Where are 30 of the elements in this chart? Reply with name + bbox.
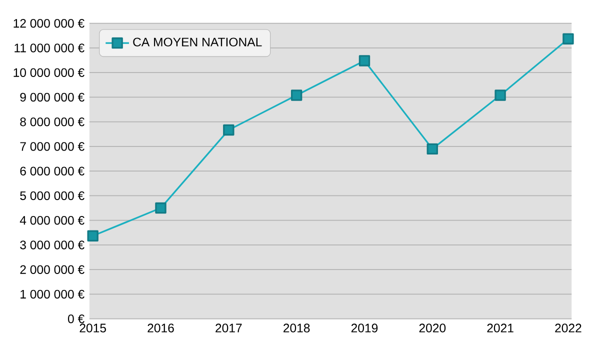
x-tick-label: 2021 [487, 324, 514, 332]
y-tick-label: 1 000 000 € [20, 290, 84, 299]
x-tick-label: 2019 [351, 324, 378, 332]
y-tick-label: 6 000 000 € [20, 166, 84, 176]
point [494, 90, 506, 101]
y-tick-label: 12 000 000 € [14, 18, 84, 28]
y-tick-label: 10 000 000 € [14, 68, 84, 77]
y-tick-label: 0 € [68, 314, 84, 324]
y-tick-label: 8 000 000 € [20, 117, 84, 126]
y-tick-label: 5 000 000 € [20, 191, 84, 200]
y-tick-label: 9 000 000 € [20, 92, 84, 102]
x-tick-label: 2015 [80, 324, 106, 332]
x-tick-label: 2018 [284, 324, 310, 332]
point [562, 33, 574, 44]
y-tick-label: 11 000 000 € [14, 44, 84, 52]
point [358, 55, 370, 66]
y-tick-label: 4 000 000 € [20, 216, 84, 225]
x-tick-label: 2016 [148, 324, 174, 332]
point [426, 143, 438, 155]
point [290, 90, 302, 101]
y-tick-label: 7 000 000 € [20, 142, 84, 151]
point [155, 202, 166, 214]
point [87, 230, 98, 242]
x-tick-label: 2017 [216, 324, 242, 332]
y-tick-label: 2 000 000 € [20, 265, 84, 274]
x-tick-label: 2020 [419, 324, 446, 332]
legend-label: CA MOYEN NATIONAL [133, 38, 262, 46]
x-tick-label: 2022 [555, 324, 582, 332]
y-tick-label: 3 000 000 € [20, 240, 84, 250]
point [223, 124, 234, 136]
